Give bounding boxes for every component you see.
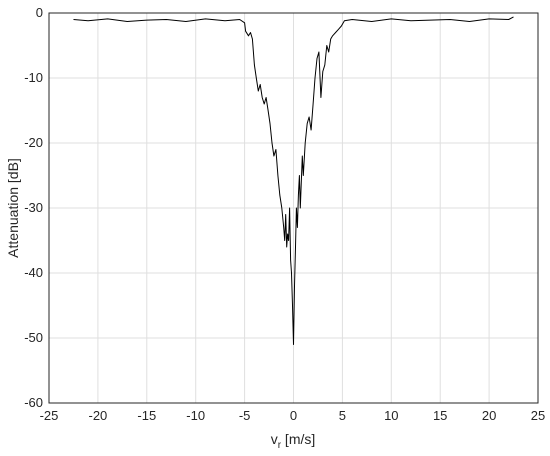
y-tick-label: -60 [24,395,43,410]
x-tick-label: 0 [290,408,297,423]
y-tick-labels: -60 -50 -40 -30 -20 -10 0 [24,5,43,410]
y-tick-label: -10 [24,70,43,85]
series-line [73,16,514,345]
x-axis-label: vr [m/s] [271,431,316,451]
y-tick-label: 0 [36,5,43,20]
y-tick-label: -20 [24,135,43,150]
x-tick-labels: -25 -20 -15 -10 -5 0 5 10 15 20 25 [40,408,546,423]
x-tick-label: -25 [40,408,59,423]
plot-frame [48,12,539,404]
x-tick-label: -15 [137,408,156,423]
series-layer [73,16,514,345]
x-tick-label: 10 [384,408,398,423]
x-tick-label: 25 [531,408,545,423]
x-tick-label: -10 [186,408,205,423]
x-tick-label: -5 [239,408,251,423]
y-tick-label: -50 [24,330,43,345]
x-tick-label: -20 [89,408,108,423]
x-tick-label: 5 [339,408,346,423]
x-tick-label: 15 [433,408,447,423]
y-tick-label: -30 [24,200,43,215]
y-tick-label: -40 [24,265,43,280]
x-tick-label: 20 [482,408,496,423]
y-axis-label: Attenuation [dB] [5,158,21,258]
